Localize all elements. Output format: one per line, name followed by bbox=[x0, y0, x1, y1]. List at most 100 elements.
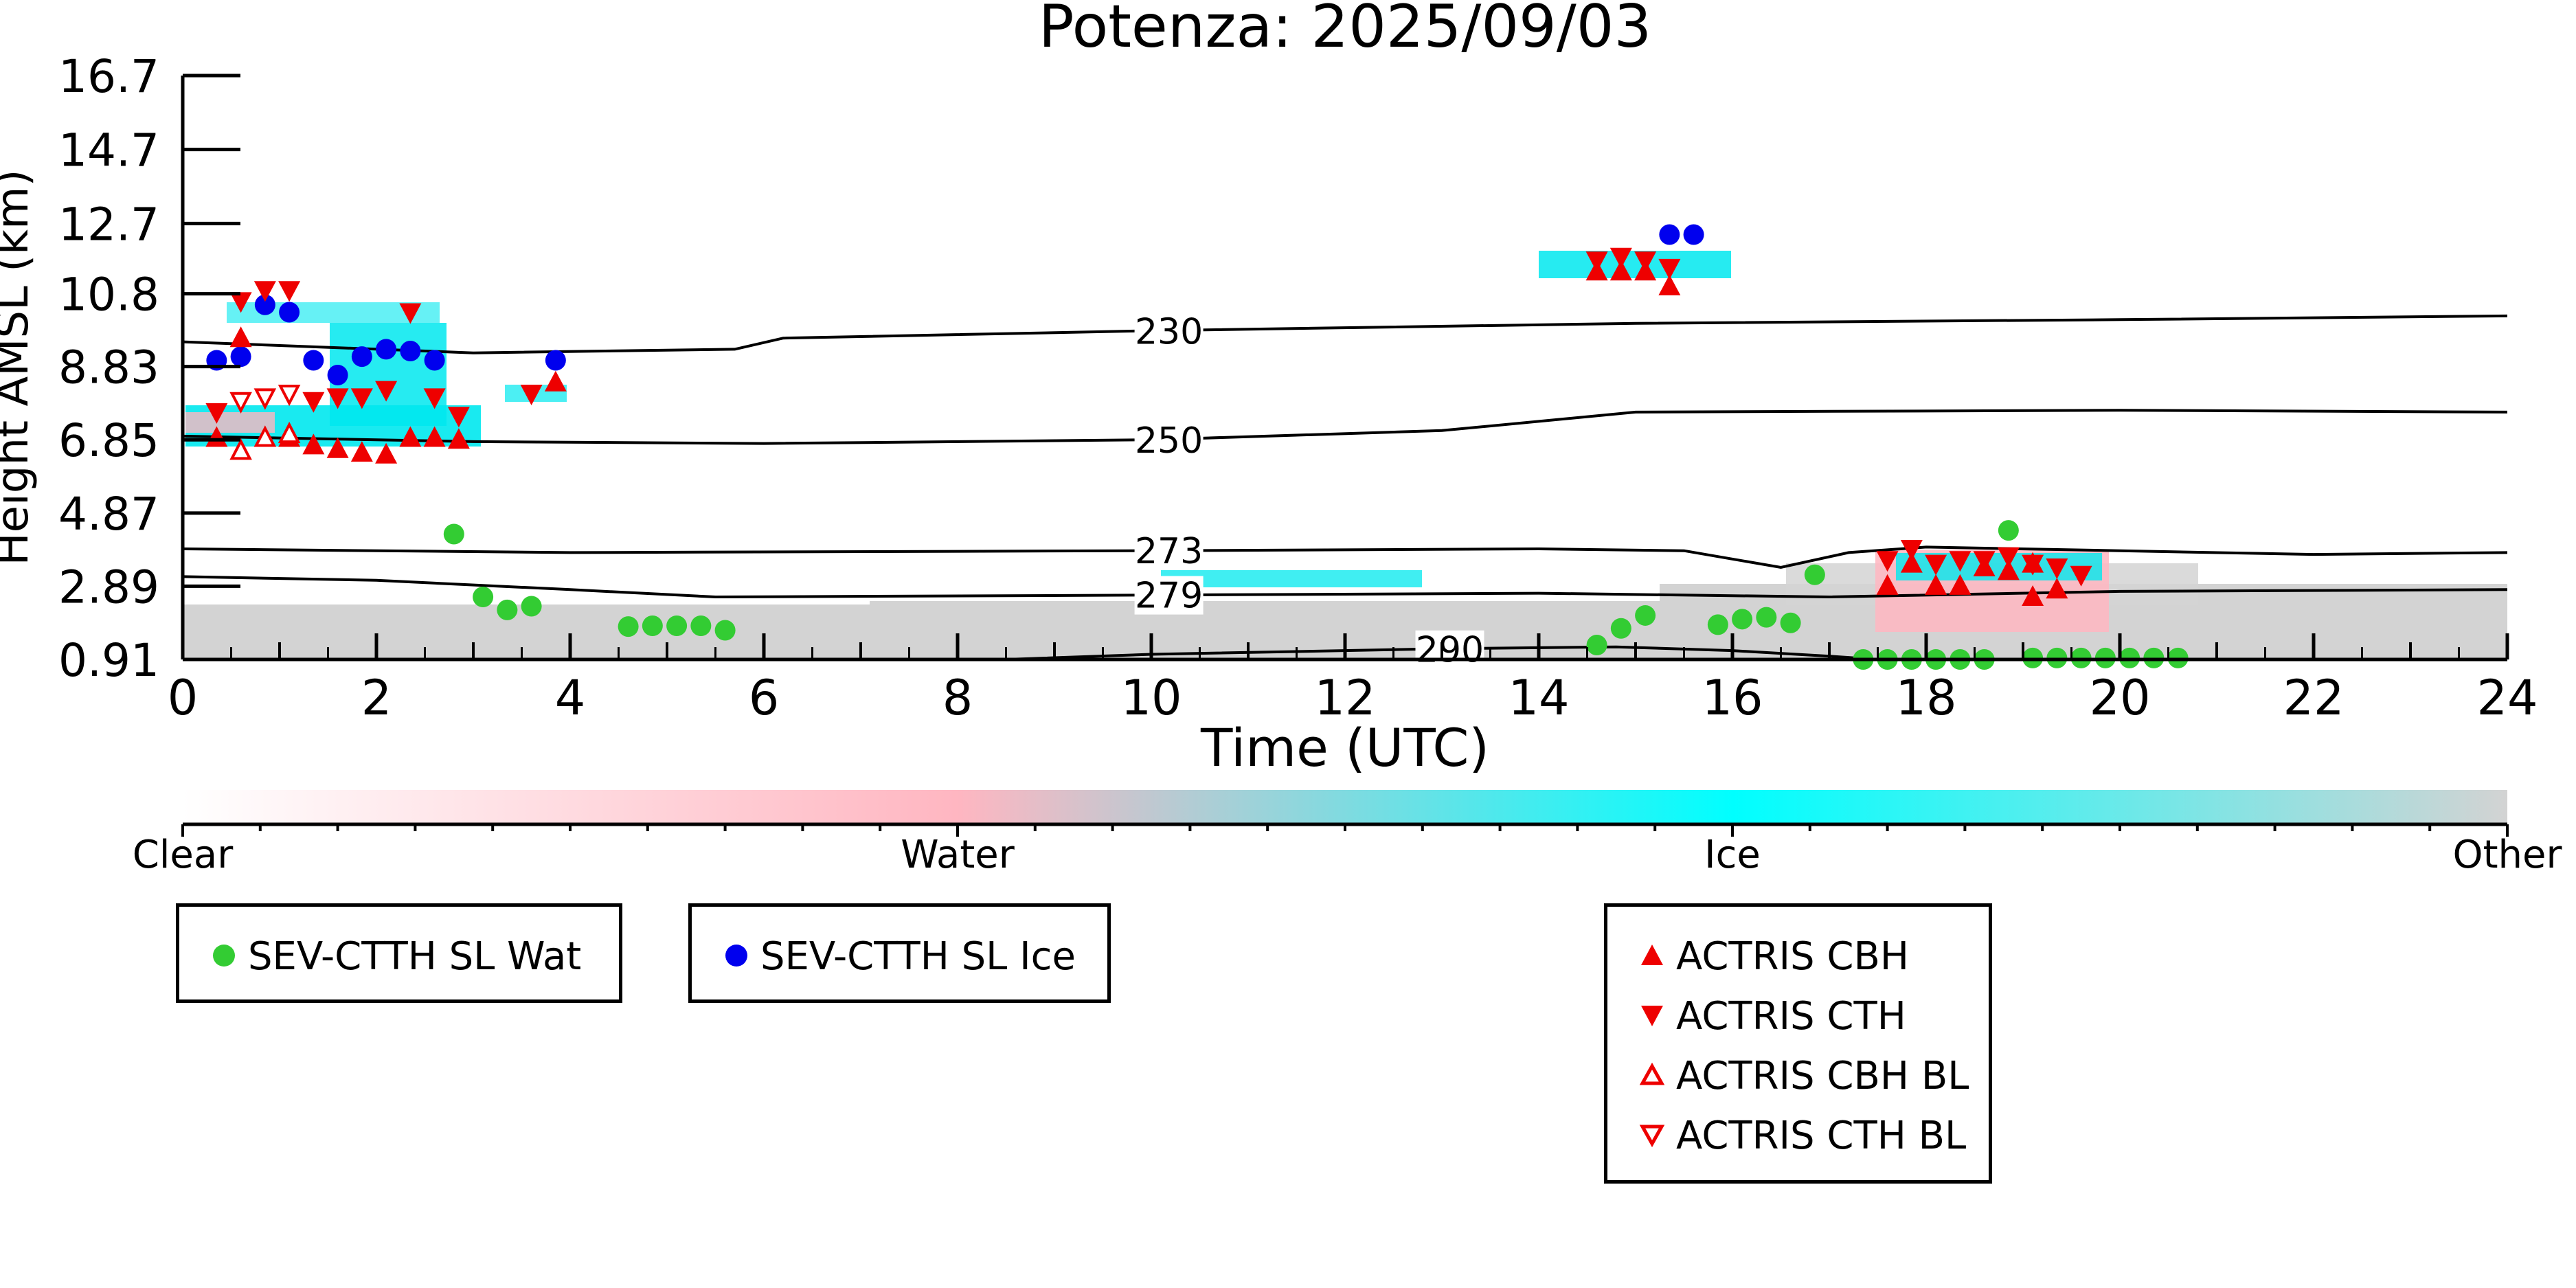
marker-actris-cbh bbox=[229, 326, 252, 348]
marker-sev-ctth-sl-ice bbox=[230, 346, 251, 368]
red-triangle-up-open-icon bbox=[1628, 1056, 1676, 1097]
marker-actris-cbh bbox=[375, 442, 398, 464]
marker-actris-cth bbox=[1900, 540, 1923, 561]
legend-label: ACTRIS CTH bbox=[1676, 993, 1906, 1039]
marker-actris-cth bbox=[1876, 551, 1899, 572]
x-tick-label: 8 bbox=[942, 670, 973, 726]
contour-label-230: 230 bbox=[1135, 312, 1203, 353]
y-tick-label: 16.7 bbox=[58, 50, 159, 103]
marker-actris-cth bbox=[1949, 551, 1971, 572]
colorbar-label: Other bbox=[2452, 833, 2562, 877]
marker-actris-cth bbox=[399, 303, 422, 324]
legend-label: SEV-CTTH SL Ice bbox=[760, 934, 1076, 979]
chart-title: Potenza: 2025/09/03 bbox=[1039, 0, 1651, 61]
contour-label-bg bbox=[1415, 630, 1484, 669]
x-tick-label: 18 bbox=[1895, 670, 1956, 726]
marker-sev-ctth-sl-ice bbox=[351, 346, 372, 368]
marker-actris-cbh bbox=[1925, 574, 1947, 595]
colorbar-label: Clear bbox=[133, 833, 234, 877]
marker-sev-ctth-sl-ice bbox=[279, 302, 300, 323]
colorbar-label: Ice bbox=[1704, 833, 1761, 877]
contour-273 bbox=[183, 545, 2507, 569]
marker-sev-ctth-sl-wat bbox=[1707, 614, 1728, 635]
legend-label: ACTRIS CTH BL bbox=[1676, 1113, 1967, 1158]
marker-actris-cbh bbox=[1609, 260, 1632, 281]
y-tick-label: 0.91 bbox=[58, 634, 159, 687]
marker-actris-cth bbox=[302, 392, 325, 413]
marker-actris-cth bbox=[253, 281, 276, 302]
marker-sev-ctth-sl-wat bbox=[1586, 635, 1607, 656]
contour-230 bbox=[183, 314, 2507, 354]
red-triangle-down-icon bbox=[1628, 996, 1676, 1037]
marker-actris-cth bbox=[1973, 551, 1996, 572]
marker-actris-cbh bbox=[447, 428, 470, 449]
marker-sev-ctth-sl-wat bbox=[1635, 605, 1656, 626]
marker-actris-cth-bl bbox=[229, 392, 252, 414]
y-axis-label: Height AMSL (km) bbox=[0, 170, 38, 566]
x-axis-ticks: 0 2 4 6 8 10 12 14 16 18 20 22 24 bbox=[168, 633, 2538, 726]
marker-sev-ctth-sl-wat bbox=[714, 620, 736, 641]
marker-sev-ctth-sl-ice bbox=[1659, 224, 1680, 245]
marker-actris-cth bbox=[1634, 251, 1657, 273]
marker-sev-ctth-sl-wat bbox=[1732, 609, 1753, 630]
marker-sev-ctth-sl-wat bbox=[690, 615, 712, 637]
legend-entry-actris-cth-bl: ACTRIS CTH BL bbox=[1628, 1114, 1966, 1157]
marker-sev-ctth-sl-wat bbox=[443, 523, 464, 545]
marker-sev-ctth-sl-wat bbox=[1998, 520, 2019, 541]
marker-actris-cth bbox=[447, 407, 470, 428]
y-tick-label: 12.7 bbox=[58, 198, 159, 251]
x-tick-label: 0 bbox=[168, 670, 199, 726]
y-tick-label: 10.8 bbox=[58, 269, 159, 321]
green-circle-icon bbox=[200, 936, 248, 978]
marker-actris-cbh bbox=[2022, 585, 2044, 607]
marker-sev-ctth-sl-wat bbox=[521, 596, 542, 617]
legend-sev-wat: SEV-CTTH SL Wat bbox=[176, 903, 622, 1003]
marker-actris-cth-bl bbox=[253, 388, 277, 410]
marker-sev-ctth-sl-ice bbox=[254, 294, 275, 315]
marker-actris-cth bbox=[205, 403, 228, 424]
x-tick-label: 12 bbox=[1314, 670, 1375, 726]
marker-sev-ctth-sl-wat bbox=[618, 616, 639, 637]
y-axis-ticks: 0.91 2.89 4.87 6.85 8.83 10.8 12.7 14.7 16.7 bbox=[58, 50, 240, 687]
x-tick-label: 14 bbox=[1508, 670, 1569, 726]
legend-label: ACTRIS CBH bbox=[1676, 934, 1910, 979]
blue-circle-icon bbox=[712, 936, 760, 978]
marker-sev-ctth-sl-ice bbox=[303, 350, 324, 371]
red-triangle-down-open-icon bbox=[1628, 1116, 1676, 1157]
marker-sev-ctth-sl-ice bbox=[327, 365, 348, 386]
colorbar-labels: Clear Water Ice Other bbox=[133, 833, 2563, 877]
legend-entry-sev-ice: SEV-CTTH SL Ice bbox=[712, 934, 1076, 978]
marker-actris-cbh-bl bbox=[229, 438, 252, 460]
contour-label-bg bbox=[1134, 576, 1204, 615]
x-tick-label: 22 bbox=[2283, 670, 2344, 726]
legend-sev-ice: SEV-CTTH SL Ice bbox=[688, 903, 1111, 1003]
contour-250 bbox=[183, 409, 2507, 445]
contour-label-250: 250 bbox=[1135, 420, 1203, 462]
marker-actris-cth bbox=[350, 388, 373, 409]
marker-actris-cth bbox=[1925, 554, 1947, 576]
marker-actris-cth-bl bbox=[278, 384, 301, 407]
contour-label-bg bbox=[1134, 312, 1204, 351]
marker-sev-ctth-sl-ice bbox=[545, 350, 566, 371]
marker-sev-ctth-sl-ice bbox=[376, 339, 397, 360]
y-tick-label: 14.7 bbox=[58, 124, 159, 177]
red-triangle-up-icon bbox=[1628, 936, 1676, 978]
marker-sev-ctth-sl-wat bbox=[642, 615, 663, 637]
marker-actris-cth bbox=[1585, 251, 1608, 273]
marker-actris-cth bbox=[1658, 258, 1681, 280]
x-tick-label: 16 bbox=[1702, 670, 1763, 726]
y-tick-label: 6.85 bbox=[58, 414, 159, 467]
marker-actris-cbh bbox=[423, 426, 446, 447]
marker-actris-cbh bbox=[205, 426, 228, 447]
marker-sev-ctth-sl-wat bbox=[1780, 612, 1801, 633]
marker-actris-cth bbox=[278, 281, 301, 302]
x-tick-label: 2 bbox=[361, 670, 392, 726]
contour-label-bg bbox=[1134, 420, 1204, 460]
legend-entry-actris-cbh: ACTRIS CBH bbox=[1628, 934, 1909, 978]
marker-actris-cbh bbox=[1658, 274, 1681, 295]
temperature-contours bbox=[183, 314, 2507, 659]
marker-actris-cbh bbox=[1876, 574, 1899, 595]
marker-actris-cbh bbox=[399, 426, 422, 447]
